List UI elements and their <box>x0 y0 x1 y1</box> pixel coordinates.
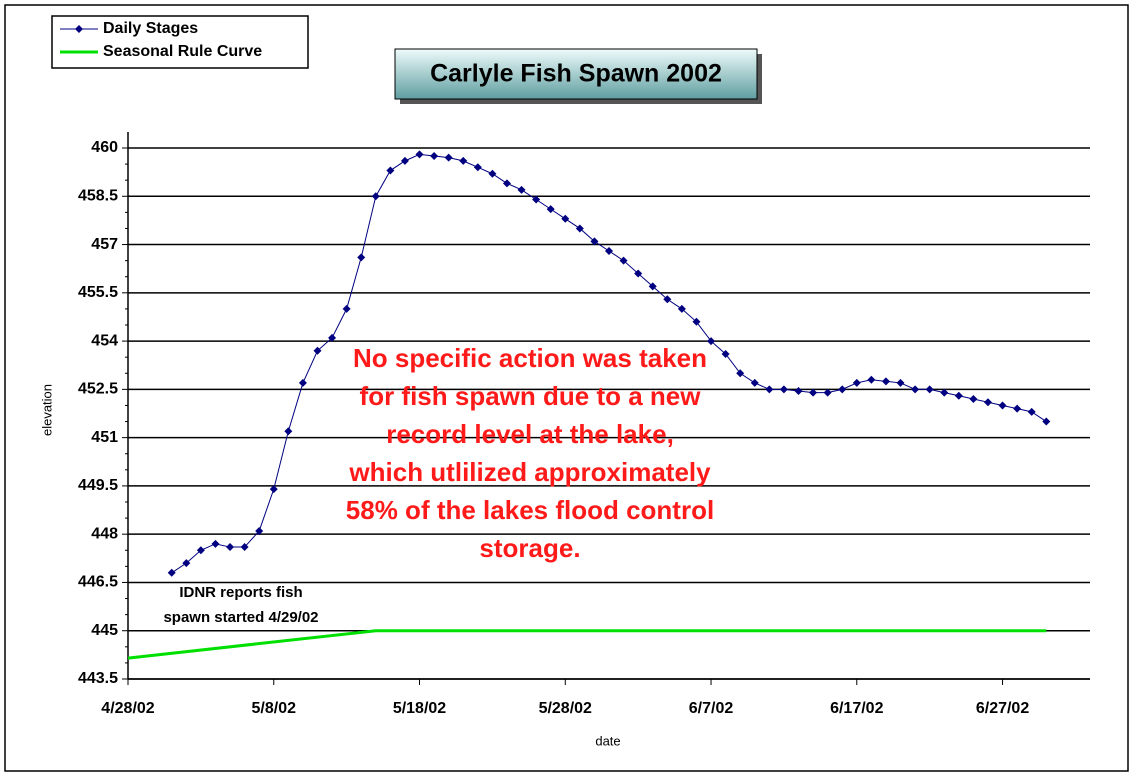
data-point <box>546 205 555 214</box>
y-tick-label: 451 <box>91 429 118 446</box>
annotation: record level at the lake, <box>386 419 674 449</box>
data-point <box>750 378 759 387</box>
x-tick-label: 5/28/02 <box>539 700 592 717</box>
annotation: 58% of the lakes flood control <box>346 495 714 525</box>
y-tick-label: 443.5 <box>78 670 118 687</box>
data-point <box>182 559 191 568</box>
data-point <box>226 543 235 552</box>
x-tick-label: 6/27/02 <box>976 700 1029 717</box>
y-tick-label: 449.5 <box>78 477 118 494</box>
x-tick-label: 4/28/02 <box>101 700 154 717</box>
y-tick-label: 457 <box>91 236 118 253</box>
data-point <box>328 333 337 342</box>
data-point <box>313 346 322 355</box>
data-point <box>502 179 511 188</box>
annotation: for fish spawn due to a new <box>360 381 702 411</box>
data-point <box>648 282 657 291</box>
x-tick-label: 5/8/02 <box>252 700 297 717</box>
x-tick-label: 6/17/02 <box>830 700 883 717</box>
data-point <box>517 185 526 194</box>
data-point <box>298 378 307 387</box>
data-point <box>1013 404 1022 413</box>
data-point <box>284 427 293 436</box>
legend-label: Seasonal Rule Curve <box>103 43 262 60</box>
annotation: IDNR reports fish <box>179 584 302 601</box>
legend-box <box>51 15 309 69</box>
data-point <box>400 156 409 165</box>
data-point <box>619 256 628 265</box>
x-tick-label: 6/7/02 <box>689 700 734 717</box>
data-point <box>167 568 176 577</box>
y-tick-label: 460 <box>91 139 118 156</box>
data-point <box>255 526 264 535</box>
data-point <box>532 195 541 204</box>
data-point <box>663 295 672 304</box>
data-point <box>954 391 963 400</box>
data-point <box>430 152 439 161</box>
y-tick-label: 445 <box>91 622 118 639</box>
data-point <box>809 388 818 397</box>
data-point <box>677 304 686 313</box>
data-point <box>444 153 453 162</box>
data-point <box>736 369 745 378</box>
data-point <box>998 401 1007 410</box>
data-point <box>838 385 847 394</box>
y-axis-title: elevation <box>39 384 54 436</box>
chart-title: Carlyle Fish Spawn 2002 <box>430 60 722 88</box>
plot-background <box>128 132 1090 679</box>
data-point <box>269 485 278 494</box>
data-point <box>211 539 220 548</box>
data-point <box>240 543 249 552</box>
y-tick-label: 455.5 <box>78 284 118 301</box>
legend-marker <box>75 25 83 33</box>
x-axis-title: date <box>595 733 620 748</box>
y-tick-label: 458.5 <box>78 187 118 204</box>
y-tick-label: 454 <box>91 332 118 349</box>
data-point <box>357 253 366 262</box>
y-tick-label: 452.5 <box>78 381 118 398</box>
data-point <box>969 395 978 404</box>
data-point <box>911 385 920 394</box>
data-point <box>342 304 351 313</box>
annotation: spawn started 4/29/02 <box>163 609 318 626</box>
annotation: storage. <box>479 533 580 563</box>
data-point <box>707 337 716 346</box>
data-point <box>1027 407 1036 416</box>
data-point <box>925 385 934 394</box>
data-point <box>488 169 497 178</box>
data-point <box>794 386 803 395</box>
annotation: No specific action was taken <box>353 343 707 373</box>
legend-label: Daily Stages <box>103 20 198 37</box>
data-point <box>459 156 468 165</box>
data-point <box>196 546 205 555</box>
annotation: which utlilized approximately <box>348 457 711 487</box>
data-point <box>1042 417 1051 426</box>
series-line <box>127 629 1047 660</box>
x-tick-label: 5/18/02 <box>393 700 446 717</box>
data-point <box>415 150 424 159</box>
data-point <box>575 224 584 233</box>
data-point <box>779 385 788 394</box>
data-point <box>867 375 876 384</box>
data-point <box>896 378 905 387</box>
data-point <box>983 398 992 407</box>
data-point <box>940 388 949 397</box>
data-point <box>386 166 395 175</box>
data-point <box>371 192 380 201</box>
data-point <box>881 377 890 386</box>
data-point <box>721 349 730 358</box>
data-point <box>823 388 832 397</box>
data-point <box>852 378 861 387</box>
data-point <box>605 246 613 255</box>
data-point <box>634 269 643 278</box>
data-point <box>692 317 701 326</box>
data-point <box>561 214 570 223</box>
data-point <box>590 237 599 246</box>
data-point <box>765 385 774 394</box>
y-tick-label: 446.5 <box>78 574 118 591</box>
data-point <box>473 163 482 172</box>
y-tick-label: 448 <box>91 525 118 542</box>
title-box <box>394 48 758 100</box>
